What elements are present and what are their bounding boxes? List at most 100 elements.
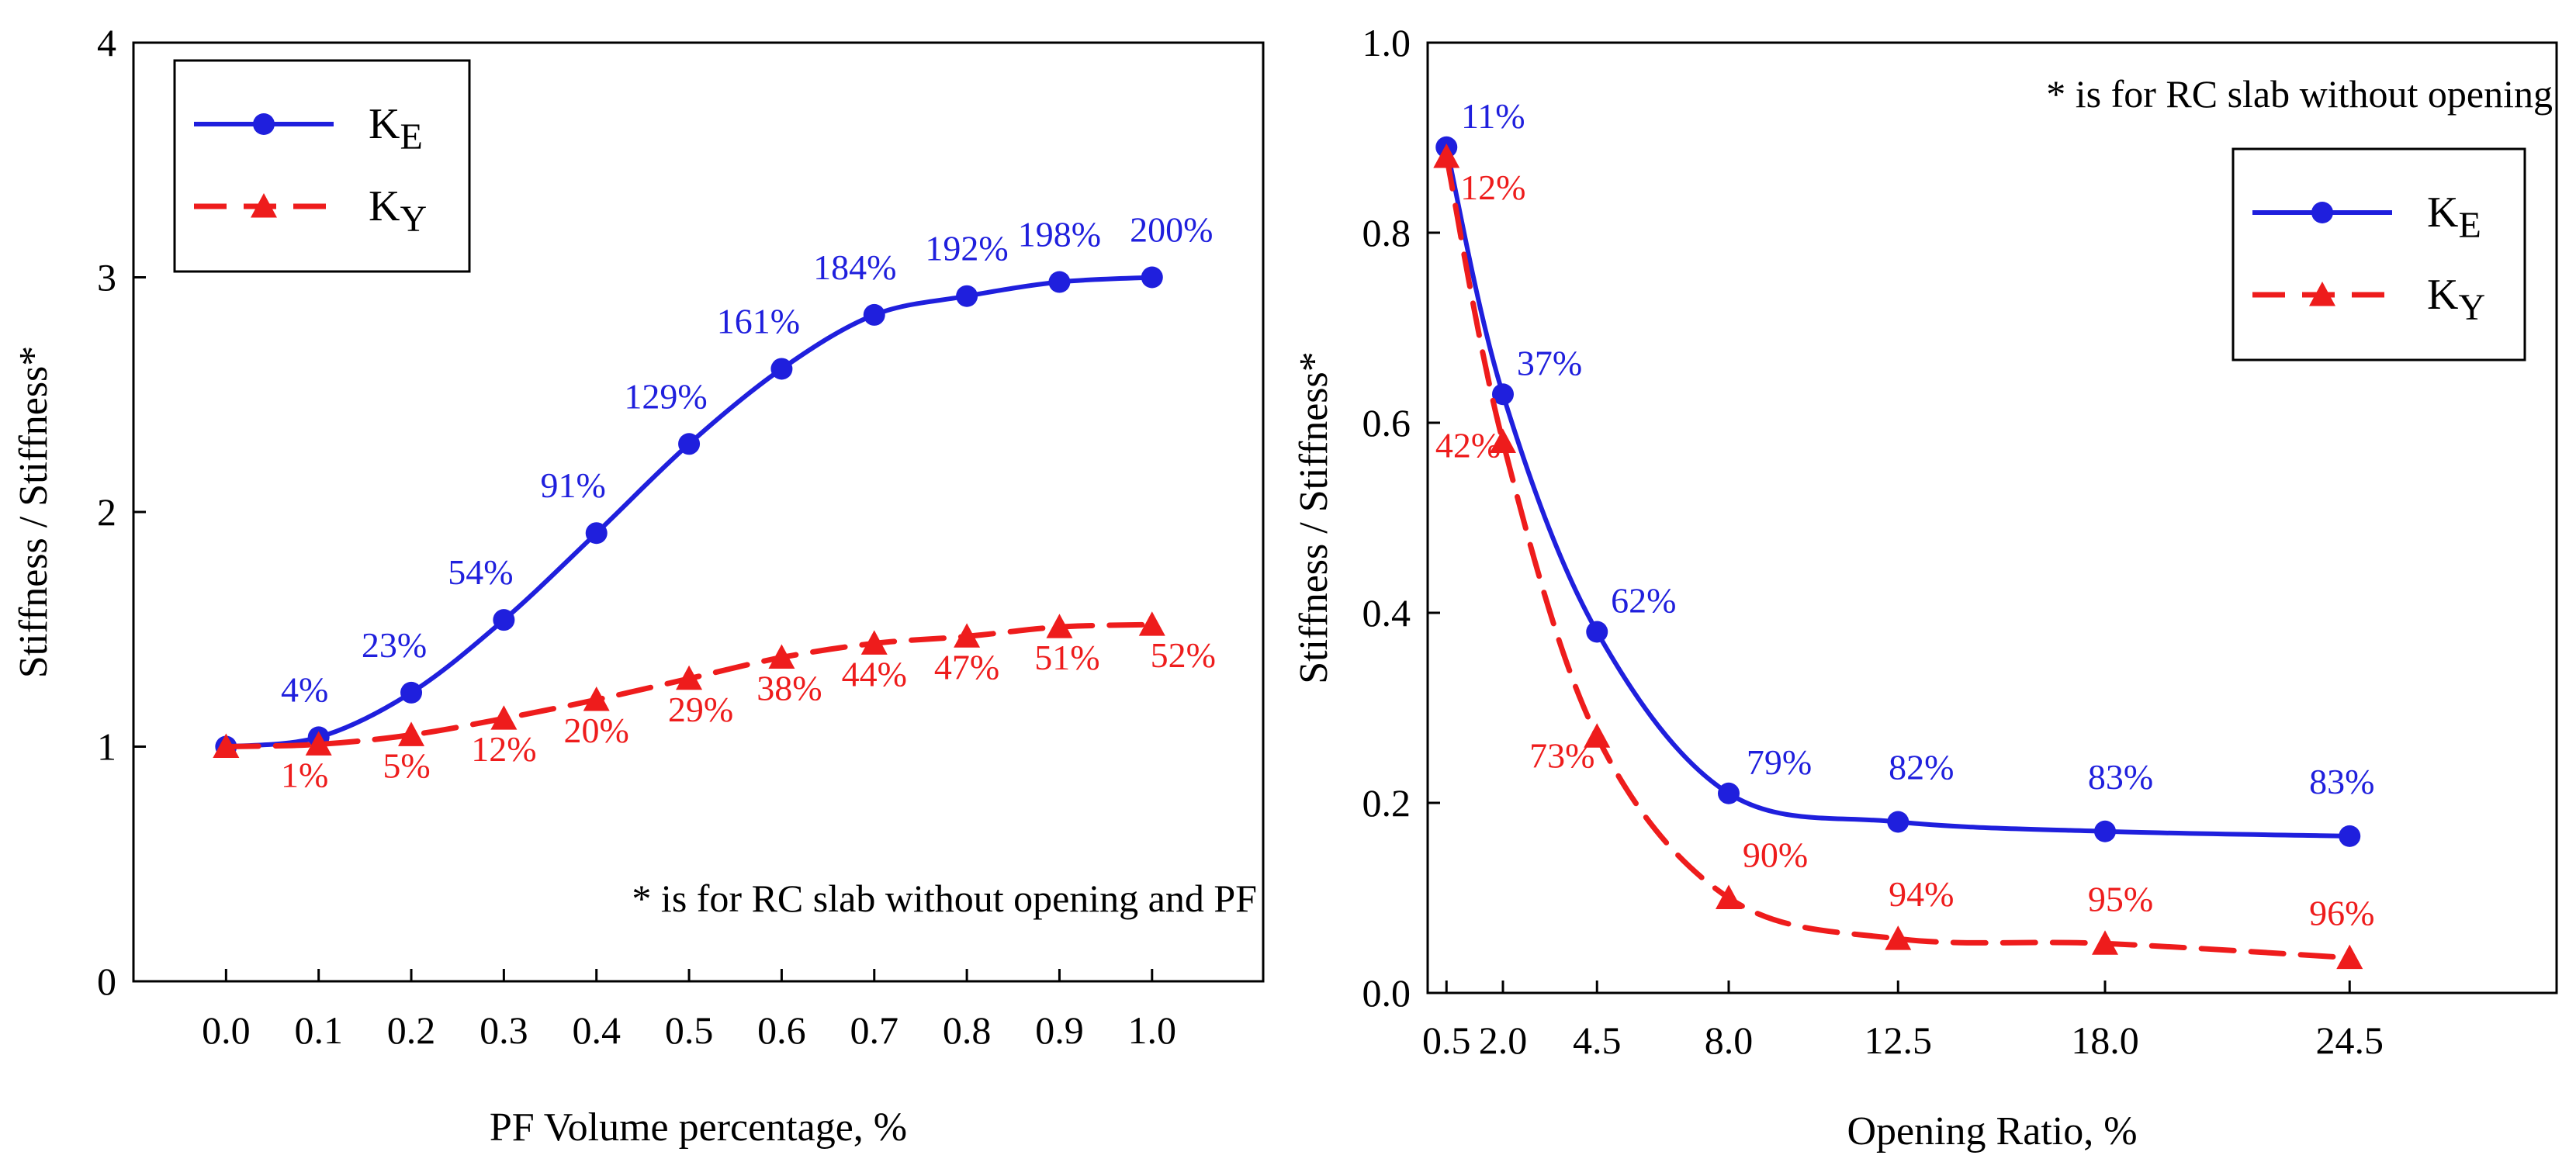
data-point-ke	[493, 609, 515, 631]
data-point-ky	[954, 623, 981, 648]
y-tick-label: 2	[97, 490, 116, 534]
data-point-ky	[1716, 884, 1742, 909]
x-tick-label: 0.1	[294, 1008, 343, 1052]
x-tick-label: 0.4	[572, 1008, 621, 1052]
data-point-ky	[398, 721, 425, 746]
data-label-ky: 95%	[2088, 879, 2153, 918]
legend-marker-ke	[2311, 202, 2333, 223]
data-label-ke: 83%	[2309, 762, 2374, 801]
data-point-ky	[1885, 925, 1912, 950]
legend-label-ky: KY	[369, 182, 427, 240]
x-tick-label: 0.8	[943, 1008, 992, 1052]
data-label-ky: 44%	[842, 654, 907, 693]
x-tick-label: 0.2	[387, 1008, 436, 1052]
data-point-ky	[860, 630, 888, 655]
data-point-ke	[863, 303, 885, 326]
data-label-ke: 4%	[281, 669, 328, 709]
data-point-ky	[1138, 611, 1165, 636]
x-tick-label: 18.0	[2071, 1019, 2139, 1062]
data-point-ky	[676, 665, 703, 690]
data-point-ky	[305, 731, 332, 756]
data-label-ky: 73%	[1529, 735, 1594, 775]
data-label-ke: 184%	[813, 247, 896, 287]
data-label-ke: 23%	[362, 625, 427, 665]
legend-marker-ky	[2309, 282, 2335, 306]
x-tick-label: 0.5	[1422, 1019, 1471, 1062]
x-tick-label: 12.5	[1864, 1019, 1933, 1062]
data-label-ky: 38%	[757, 669, 822, 708]
x-tick-label: 0.7	[850, 1008, 899, 1052]
annotation-note: * is for RC slab without opening	[2046, 72, 2553, 116]
y-tick-label: 0.0	[1362, 971, 1411, 1015]
data-label-ke: 200%	[1130, 210, 1213, 250]
y-tick-label: 0.8	[1362, 211, 1411, 254]
data-point-ky	[1433, 144, 1460, 168]
legend-label-ky: KY	[2427, 271, 2485, 328]
legend-box	[2231, 147, 2526, 361]
y-tick-label: 0.4	[1362, 591, 1411, 635]
y-axis-title: Stiffness / Stiffness*	[1292, 351, 1336, 684]
data-point-ky	[583, 687, 610, 711]
data-point-ke	[1718, 782, 1740, 804]
y-tick-label: 1	[97, 725, 116, 769]
data-label-ke: 54%	[448, 552, 513, 592]
legend-label-ke: KE	[2427, 189, 2481, 246]
data-label-ke: 91%	[541, 465, 606, 505]
x-tick-label: 1.0	[1128, 1008, 1177, 1052]
series-line-ky	[1443, 154, 2353, 961]
data-label-ky: 1%	[281, 755, 328, 794]
y-tick-label: 3	[97, 256, 116, 299]
data-point-ky	[1046, 614, 1073, 638]
data-label-ke: 82%	[1889, 748, 1954, 787]
data-point-ke	[1492, 383, 1514, 406]
y-tick-label: 4	[97, 21, 116, 64]
chart-left-pf-volume: 0 1 2 3 4 0.0 0.1 0.2 0.3 0.4 0.5 0.6 0.7 0.8 0.9 1.0 PF…	[12, 21, 1265, 1150]
data-point-ky	[2336, 944, 2363, 970]
data-label-ke: 161%	[717, 301, 800, 341]
data-label-ky: 12%	[1460, 168, 1525, 207]
x-tick-label: 0.0	[202, 1008, 251, 1052]
series-line-ke	[1444, 144, 2353, 839]
data-point-ky	[768, 644, 795, 669]
data-label-ke: 198%	[1018, 215, 1101, 254]
annotation-note: * is for RC slab without opening and PF	[632, 877, 1257, 920]
data-point-ke	[400, 681, 423, 704]
data-label-ky: 42%	[1435, 426, 1501, 465]
y-axis-title: Stiffness / Stiffness*	[12, 346, 56, 679]
data-point-ke	[1586, 621, 1608, 643]
x-tick-label: 2.0	[1479, 1019, 1528, 1062]
x-tick-label: 4.5	[1573, 1019, 1622, 1062]
data-label-ky: 47%	[934, 647, 999, 687]
data-label-ky: 12%	[471, 729, 536, 769]
data-point-ky	[213, 733, 240, 758]
data-label-ky: 29%	[668, 690, 733, 729]
data-point-ky	[1490, 428, 1516, 453]
data-label-ke: 62%	[1611, 581, 1676, 621]
x-tick-label: 0.3	[480, 1008, 528, 1052]
plot-frame	[1426, 41, 2558, 994]
data-label-ke: 192%	[925, 229, 1008, 268]
data-point-ke	[1887, 811, 1909, 833]
data-label-ke: 11%	[1461, 96, 1525, 136]
x-tick-label: 0.6	[757, 1008, 806, 1052]
y-tick-label: 0	[97, 960, 116, 1003]
data-point-ke	[585, 522, 608, 545]
data-label-ke: 37%	[1517, 343, 1582, 382]
data-label-ky: 5%	[383, 745, 430, 785]
legend-marker-ke	[253, 113, 275, 135]
data-label-ky: 96%	[2309, 894, 2374, 933]
data-label-ky: 20%	[564, 711, 629, 750]
x-tick-label: 0.5	[665, 1008, 714, 1052]
data-label-ky: 51%	[1034, 638, 1099, 677]
y-tick-label: 1.0	[1362, 21, 1411, 64]
data-label-ky: 90%	[1743, 835, 1808, 875]
data-label-ky: 94%	[1889, 874, 1954, 914]
data-label-ke: 83%	[2088, 757, 2153, 797]
data-point-ky	[490, 705, 518, 730]
data-point-ke	[956, 285, 978, 307]
legend-box	[173, 59, 471, 273]
data-point-ke	[770, 358, 793, 380]
legend-label-ke: KE	[369, 100, 423, 157]
data-point-ke	[1141, 266, 1163, 289]
